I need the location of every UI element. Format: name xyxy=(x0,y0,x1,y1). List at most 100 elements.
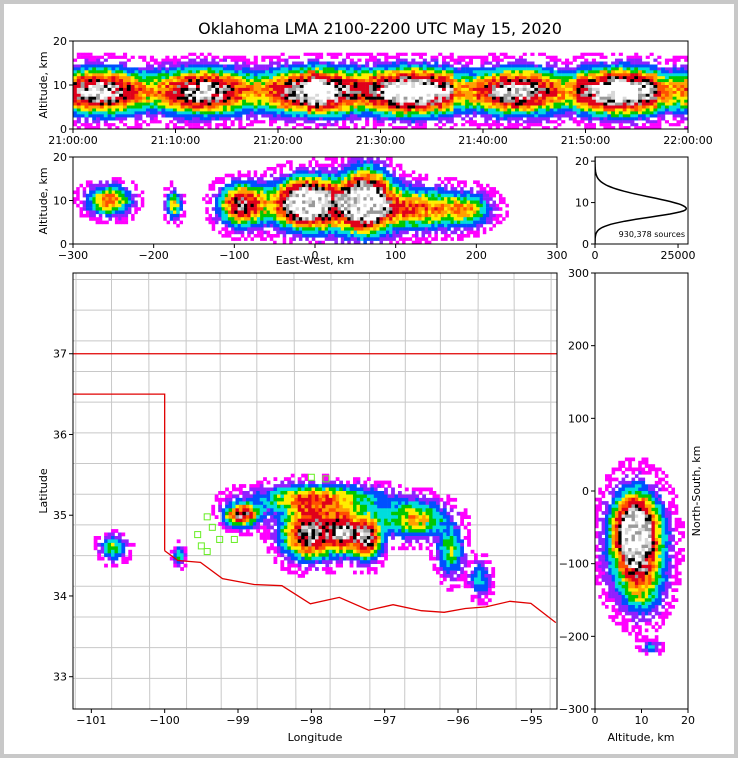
ew-height-cell xyxy=(476,213,480,218)
time-height-cell xyxy=(403,126,408,129)
time-height-cell xyxy=(565,102,570,106)
time-height-cell xyxy=(480,64,485,68)
time-height-cell xyxy=(92,73,97,77)
time-height-cell xyxy=(246,87,251,92)
time-height-cell xyxy=(361,99,366,103)
time-height-cell xyxy=(661,111,666,115)
ew-height-cell xyxy=(431,200,435,205)
time-height-cell xyxy=(541,79,546,83)
time-height-cell xyxy=(142,82,147,86)
time-height-cell xyxy=(334,114,339,118)
ew-height-cell xyxy=(402,170,406,174)
time-height-cell xyxy=(603,90,608,95)
time-height-cell xyxy=(411,52,416,56)
time-height-cell xyxy=(192,99,197,103)
time-height-cell xyxy=(641,70,646,74)
time-height-cell xyxy=(184,79,189,83)
time-height-cell xyxy=(622,90,627,95)
time-height-cell xyxy=(453,108,458,112)
time-height-cell xyxy=(611,70,616,74)
ew-height-cell xyxy=(492,190,496,195)
time-height-cell xyxy=(146,76,151,80)
time-height-cell xyxy=(257,111,262,115)
time-height-cell xyxy=(88,61,93,65)
ew-height-cell xyxy=(376,213,380,218)
time-height-cell xyxy=(169,87,174,92)
time-height-cell xyxy=(99,73,104,77)
ew-height-cell xyxy=(344,197,348,201)
time-height-cell xyxy=(399,70,404,74)
time-height-cell xyxy=(342,61,347,65)
ew-height-cell xyxy=(311,207,316,211)
time-height-cell xyxy=(403,67,408,71)
time-height-cell xyxy=(207,117,212,121)
time-height-cell xyxy=(238,102,243,106)
ew-height-cell xyxy=(408,187,413,191)
time-height-cell xyxy=(503,99,508,103)
time-height-cell xyxy=(84,82,89,86)
time-height-cell xyxy=(172,96,177,100)
time-height-cell xyxy=(411,73,416,77)
time-height-cell xyxy=(365,120,370,124)
time-height-cell xyxy=(545,79,550,83)
time-height-cell xyxy=(603,87,608,92)
time-height-cell xyxy=(668,108,673,112)
time-height-cell xyxy=(284,117,289,121)
time-height-cell xyxy=(188,117,193,121)
time-height-cell xyxy=(580,73,585,77)
ew-height-cell xyxy=(224,200,229,205)
ew-height-cell xyxy=(315,207,319,211)
time-height-cell xyxy=(234,114,239,118)
ew-height-cell xyxy=(215,203,219,208)
time-height-cell xyxy=(484,96,489,100)
time-height-cell xyxy=(415,99,420,103)
time-height-cell xyxy=(392,120,397,124)
ew-height-cell xyxy=(134,200,138,205)
time-height-cell xyxy=(584,90,589,95)
ew-height-cell xyxy=(344,190,348,195)
ew-height-cell xyxy=(350,193,354,198)
time-height-cell xyxy=(472,120,477,124)
time-height-cell xyxy=(157,96,162,100)
time-height-cell xyxy=(295,96,300,100)
time-height-cell xyxy=(399,105,404,109)
ew-height-cell xyxy=(366,187,371,191)
time-height-cell xyxy=(449,105,454,109)
ew-height-cell xyxy=(169,213,174,218)
time-height-cell xyxy=(303,52,308,56)
time-height-cell xyxy=(480,93,485,97)
time-height-cell xyxy=(84,55,89,59)
ew-height-cell xyxy=(250,203,254,208)
ew-height-cell xyxy=(411,200,416,205)
ew-height-cell xyxy=(321,197,325,201)
time-height-cell xyxy=(188,85,193,89)
time-height-cell xyxy=(411,70,416,74)
ew-height-cell xyxy=(176,203,180,208)
time-height-cell xyxy=(115,55,120,59)
time-height-cell xyxy=(338,93,343,97)
time-height-cell xyxy=(292,85,297,89)
time-height-cell xyxy=(595,93,600,97)
time-height-cell xyxy=(480,76,485,80)
ew-height-cell xyxy=(331,193,335,198)
time-height-cell xyxy=(584,67,589,71)
time-height-cell xyxy=(434,93,439,97)
time-height-cell xyxy=(684,99,688,103)
ew-height-cell xyxy=(340,183,345,188)
time-height-cell xyxy=(92,85,97,89)
time-height-cell xyxy=(334,87,339,92)
time-height-cell xyxy=(165,58,170,62)
time-height-cell xyxy=(369,67,374,71)
ew-height-cell xyxy=(331,180,335,184)
time-height-cell xyxy=(507,90,512,95)
ew-height-cell xyxy=(95,193,100,198)
time-height-cell xyxy=(246,123,251,127)
ew-height-cell xyxy=(363,177,367,181)
time-height-cell xyxy=(180,55,185,59)
ew-height-cell xyxy=(137,207,141,211)
time-height-cell xyxy=(119,90,124,95)
time-height-cell xyxy=(442,70,447,74)
ew-height-cell xyxy=(366,183,371,188)
time-height-cell xyxy=(530,114,535,118)
